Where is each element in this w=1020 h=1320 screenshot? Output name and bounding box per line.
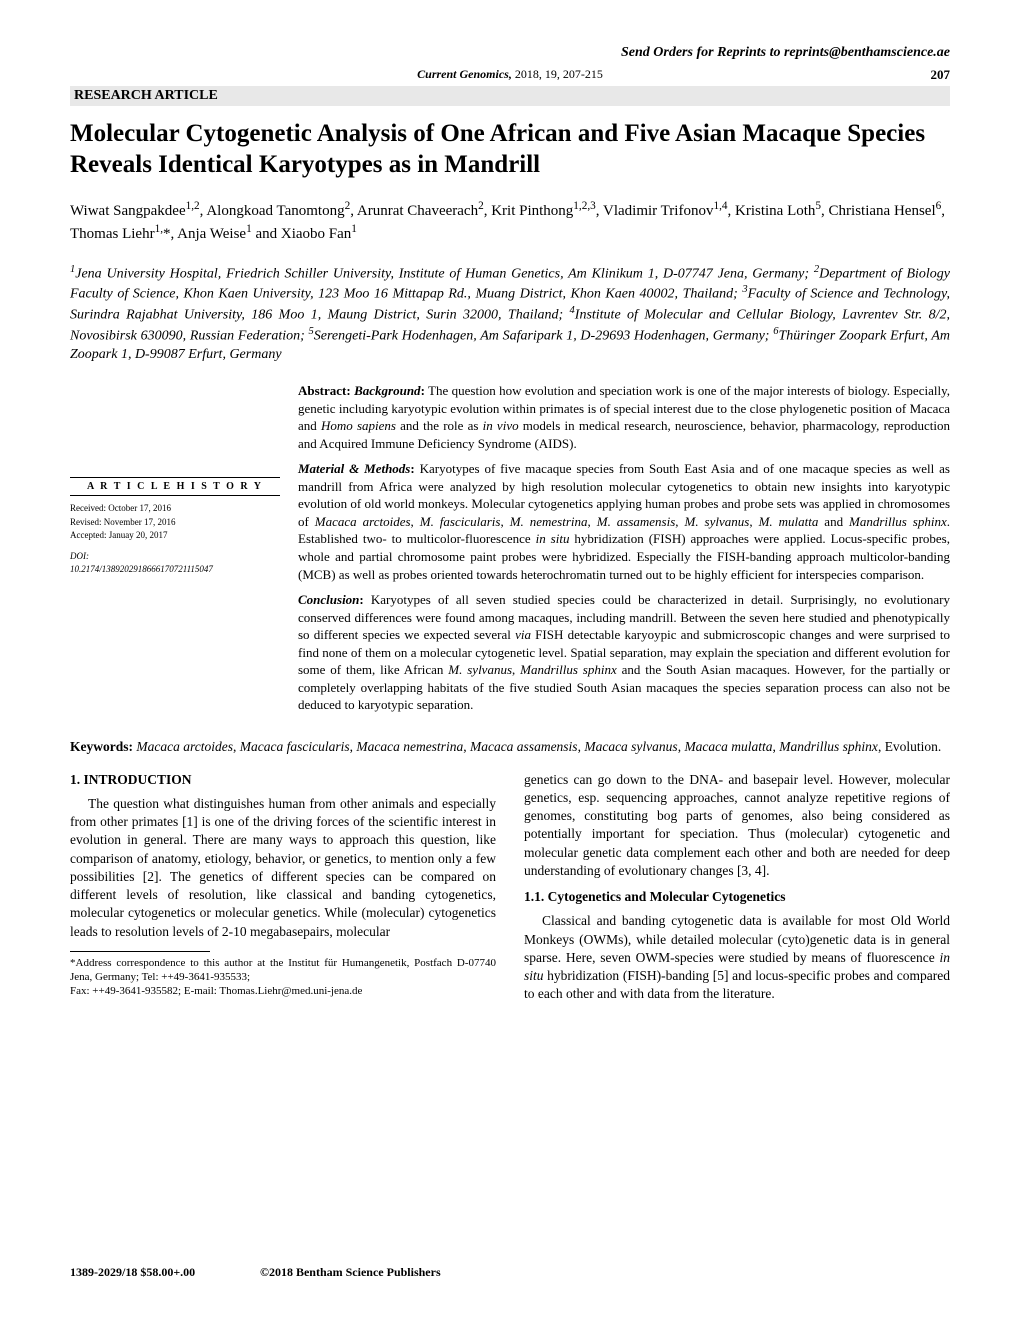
history-header: A R T I C L E H I S T O R Y bbox=[70, 477, 280, 496]
footnote-line2: Fax: ++49-3641-935582; E-mail: Thomas.Li… bbox=[70, 984, 496, 998]
page-footer: 1389-2029/18 $58.00+.00 ©2018 Bentham Sc… bbox=[70, 1265, 950, 1280]
footnote-separator bbox=[70, 951, 210, 952]
intro-paragraph: The question what distinguishes human fr… bbox=[70, 795, 496, 941]
correspondence-footnote: *Address correspondence to this author a… bbox=[70, 956, 496, 999]
col2-para1: genetics can go down to the DNA- and bas… bbox=[524, 771, 950, 880]
issn-price: 1389-2029/18 $58.00+.00 bbox=[70, 1265, 260, 1280]
reprint-notice: Send Orders for Reprints to reprints@ben… bbox=[70, 45, 950, 61]
copyright: ©2018 Bentham Science Publishers bbox=[260, 1265, 441, 1280]
body-columns: 1. INTRODUCTION The question what distin… bbox=[70, 771, 950, 1012]
keywords: Keywords: Macaca arctoides, Macaca fasci… bbox=[70, 738, 950, 757]
revised-date: Revised: November 17, 2016 bbox=[70, 516, 280, 529]
col2-para2: Classical and banding cytogenetic data i… bbox=[524, 912, 950, 1003]
abstract-conclusion: Conclusion: Karyotypes of all seven stud… bbox=[298, 591, 950, 714]
author-list: Wiwat Sangpakdee1,2, Alongkoad Tanomtong… bbox=[70, 199, 950, 245]
accepted-date: Accepted: Januay 20, 2017 bbox=[70, 529, 280, 542]
page-number-top: 207 bbox=[931, 67, 951, 83]
received-date: Received: October 17, 2016 bbox=[70, 502, 280, 515]
journal-citation: Current Genomics, 2018, 19, 207-215 207 bbox=[70, 67, 950, 82]
affiliations: 1Jena University Hospital, Friedrich Sch… bbox=[70, 263, 950, 365]
article-history-box: A R T I C L E H I S T O R Y Received: Oc… bbox=[70, 382, 280, 722]
intro-header: 1. INTRODUCTION bbox=[70, 771, 496, 789]
history-body: Received: October 17, 2016 Revised: Nove… bbox=[70, 502, 280, 576]
article-title: Molecular Cytogenetic Analysis of One Af… bbox=[70, 118, 950, 181]
abstract-body: Abstract: Background: The question how e… bbox=[298, 382, 950, 722]
body-col-right: genetics can go down to the DNA- and bas… bbox=[524, 771, 950, 1012]
doi-value: 10.2174/1389202918666170721115047 bbox=[70, 563, 280, 576]
abstract-section: A R T I C L E H I S T O R Y Received: Oc… bbox=[70, 382, 950, 722]
footnote-line1: *Address correspondence to this author a… bbox=[70, 956, 496, 985]
body-col-left: 1. INTRODUCTION The question what distin… bbox=[70, 771, 496, 1012]
doi-label: DOI: bbox=[70, 550, 280, 563]
journal-name: Current Genomics, 2018, 19, 207-215 bbox=[417, 67, 603, 81]
abstract-background: Abstract: Background: The question how e… bbox=[298, 382, 950, 452]
abstract-methods: Material & Methods: Karyotypes of five m… bbox=[298, 460, 950, 583]
article-type: RESEARCH ARTICLE bbox=[70, 86, 950, 106]
subsection-header: 1.1. Cytogenetics and Molecular Cytogene… bbox=[524, 888, 950, 906]
